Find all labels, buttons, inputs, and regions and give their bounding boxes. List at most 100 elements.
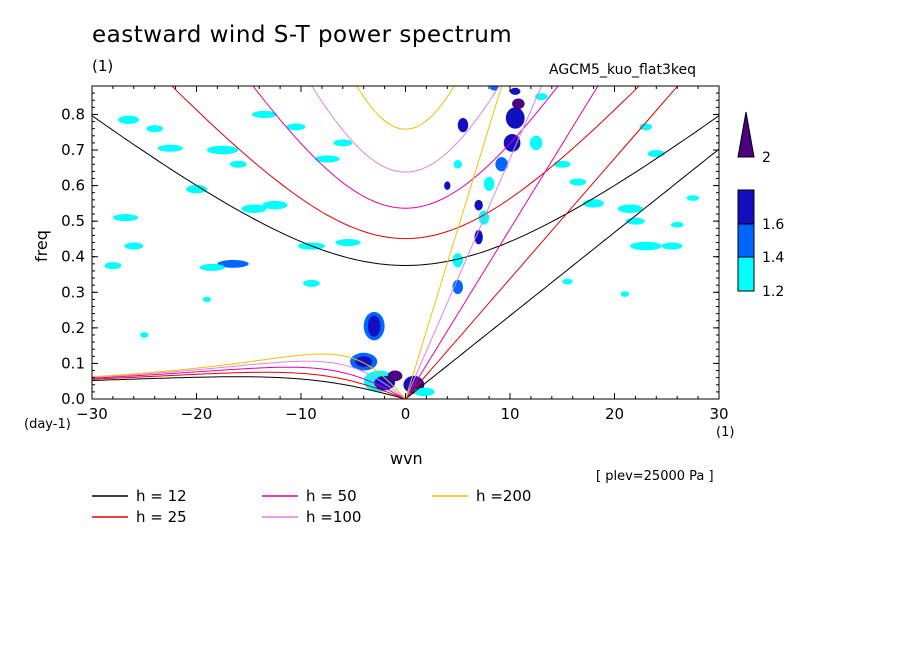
power-contour [483, 176, 495, 191]
y-tick-label: 0.3 [61, 283, 85, 301]
power-contour [661, 242, 683, 250]
y-tick-label: 0.2 [61, 319, 85, 337]
colorbar-label: 1.6 [762, 217, 784, 233]
power-contour [146, 125, 164, 133]
rossby-curve-25 [92, 371, 406, 399]
power-contour [639, 123, 653, 131]
power-contour [512, 98, 525, 110]
kelvin-curve-100 [405, 86, 543, 399]
power-contour [413, 387, 435, 397]
legend-label: h =200 [476, 487, 531, 505]
x-tick-label: 20 [605, 405, 624, 423]
kelvin-curve-200 [405, 86, 503, 399]
power-contour [474, 199, 483, 211]
power-contour [229, 160, 247, 168]
gravity-curve-25 [171, 86, 640, 240]
y-tick-label: 0.5 [61, 212, 85, 230]
power-contour [562, 278, 573, 285]
y-tick-label: 0.1 [61, 354, 85, 372]
rossby-curve-50 [92, 366, 406, 399]
power-contour [452, 279, 463, 295]
x-tick-label: −20 [181, 405, 213, 423]
colorbar-label: 1.4 [762, 250, 784, 266]
legend-label: h = 25 [136, 508, 187, 526]
kelvin-curve-25 [405, 86, 679, 399]
power-contour [355, 356, 373, 367]
y-tick-label: 0.0 [61, 390, 85, 408]
y-tick-label: 0.4 [61, 248, 85, 266]
gravity-curve-12 [92, 115, 719, 267]
legend-label: h = 12 [136, 487, 187, 505]
y-tick-label: 0.8 [61, 105, 85, 123]
power-contour [199, 263, 225, 271]
y-axis-unit: (day-1) [24, 417, 71, 432]
power-contour [157, 144, 183, 152]
power-contour [630, 241, 662, 251]
power-contour [505, 107, 525, 129]
power-contour [206, 145, 239, 155]
power-contour [241, 204, 267, 213]
power-contour [251, 110, 277, 119]
power-contour [453, 159, 462, 169]
power-contour [118, 115, 140, 125]
colorbar: 1.2 1.4 1.6 2 [737, 111, 784, 300]
y-tick-label: 0.6 [61, 177, 85, 195]
power-contour [569, 178, 587, 186]
power-contour [333, 139, 353, 147]
rossby-curve-12 [92, 376, 406, 399]
pressure-level-note: [ plev=25000 Pa ] [596, 469, 714, 484]
power-contour [286, 123, 306, 131]
x-tick-label: 30 [709, 405, 728, 423]
power-contour [647, 150, 665, 158]
kelvin-curve-12 [405, 148, 719, 399]
x-axis-unit: (1) [716, 425, 735, 440]
rossby-curve-100 [92, 360, 406, 399]
power-contour [670, 221, 684, 228]
power-contour-layer [104, 86, 700, 397]
power-contour [444, 181, 451, 190]
legend-label: h =100 [306, 508, 361, 526]
x-tick-label: 0 [401, 405, 411, 423]
power-contour [262, 200, 288, 210]
power-contour [303, 279, 320, 287]
power-contour [217, 259, 249, 268]
x-tick-label: −10 [285, 405, 317, 423]
colorbar-segment [737, 223, 755, 258]
power-contour [112, 214, 138, 222]
power-contour [529, 135, 543, 151]
power-contour [620, 291, 630, 297]
power-contour [686, 195, 700, 201]
power-contour [509, 87, 521, 95]
power-contour [186, 184, 207, 194]
power-contour [457, 118, 469, 133]
colorbar-label: 2 [762, 150, 771, 166]
power-contour [452, 253, 463, 268]
power-contour [140, 332, 149, 338]
plot-frame [91, 85, 720, 400]
colorbar-segment [737, 189, 755, 225]
power-contour [553, 160, 571, 168]
colorbar-arrow [737, 111, 755, 158]
power-contour [124, 242, 144, 250]
power-contour [202, 296, 212, 303]
power-contour [617, 204, 643, 213]
power-contour [367, 315, 381, 337]
power-contour [503, 134, 521, 152]
colorbar-label: 1.2 [762, 284, 784, 300]
power-contour [583, 199, 605, 208]
x-axis-label: wvn [390, 449, 423, 468]
power-contour [335, 238, 361, 247]
chart-subtitle: (1) [92, 57, 114, 75]
legend-label: h = 50 [306, 487, 357, 505]
dispersion-curve-layer [92, 86, 719, 399]
axes-layer: −30 −20 −10 0 10 20 30 0.0 0.1 0.2 0.3 0.4 0.5 0.6 0.7… [61, 85, 729, 423]
curve-legend: h = 12 h = 25 h = 50 h =100 h =200 [92, 487, 531, 526]
power-contour [535, 93, 548, 101]
chart-title: eastward wind S-T power spectrum [92, 22, 513, 48]
power-contour [474, 230, 483, 245]
gravity-curve-50 [252, 86, 559, 209]
colorbar-segment [737, 256, 755, 292]
rossby-curve-200 [92, 353, 406, 399]
power-contour [495, 157, 508, 172]
